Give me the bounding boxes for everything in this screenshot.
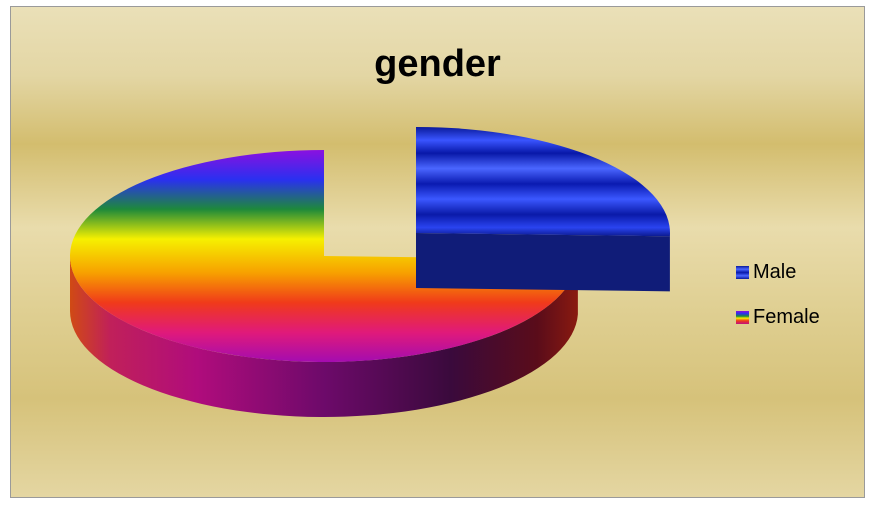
slice-top-male <box>416 127 671 237</box>
slice-female <box>69 150 578 418</box>
legend-swatch-female <box>736 310 749 324</box>
legend-label: Female <box>753 305 820 328</box>
legend: Male Female <box>736 258 820 348</box>
slice-male <box>416 127 671 292</box>
legend-swatch-male <box>736 265 749 279</box>
slice-top-female <box>69 150 578 362</box>
slice-wall-male <box>416 233 670 292</box>
chart-title: gender <box>374 43 501 85</box>
legend-item-male: Male <box>736 258 820 286</box>
slice-side-female <box>70 256 578 418</box>
legend-item-female: Female <box>736 303 820 331</box>
legend-label: Male <box>753 260 797 283</box>
